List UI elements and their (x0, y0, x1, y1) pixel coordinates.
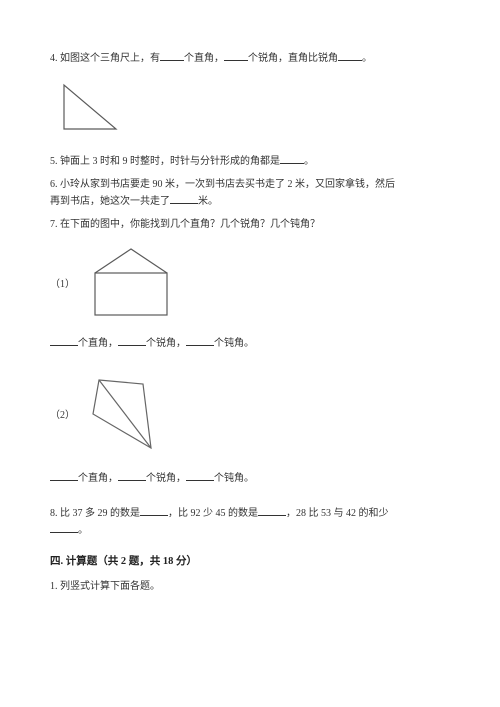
q4-text-d: 。 (362, 53, 372, 64)
q6-line1: 6. 小玲从家到书店要走 90 米，一次到书店去买书走了 2 米，又回家拿钱，然… (50, 179, 395, 190)
q8-c: ，28 比 53 与 42 的和少 (286, 508, 389, 519)
a2-blank-3 (186, 470, 214, 481)
q5-suffix: 。 (304, 156, 314, 167)
q6-blank (170, 193, 198, 204)
question-4: 4. 如图这个三角尺上，有 个直角， 个锐角，直角比锐角 。 (50, 50, 450, 67)
a1-blank-2 (118, 335, 146, 346)
figure-1-label: （1） (50, 275, 75, 290)
a2-text-a: 个直角， (78, 473, 118, 484)
a1-blank-3 (186, 335, 214, 346)
q6-line2a: 再到书店，她这次一共走了 (50, 196, 170, 207)
a1-blank-1 (50, 335, 78, 346)
calc-question-1: 1. 列竖式计算下面各题。 (50, 578, 450, 595)
q4-text-a: 4. 如图这个三角尺上，有 (50, 53, 160, 64)
figure-2-label: （2） (50, 406, 75, 421)
q8-blank-3 (50, 522, 78, 533)
a2-text-b: 个锐角， (146, 473, 186, 484)
q4-blank-1 (160, 50, 184, 61)
a1-text-a: 个直角， (78, 338, 118, 349)
question-5: 5. 钟面上 3 时和 9 时整时，时针与分针形成的角都是 。 (50, 153, 450, 170)
figure-1-row: （1） (50, 243, 450, 321)
q8-blank-2 (258, 505, 286, 516)
triangle-ruler-svg (56, 79, 126, 135)
question-8: 8. 比 37 多 29 的数是 ，比 92 少 45 的数是 ，28 比 53 与… (50, 505, 450, 539)
figure-2-svg (81, 370, 171, 456)
figure-triangle-ruler (56, 79, 450, 135)
section-4-title: 四. 计算题（共 2 题，共 18 分） (50, 553, 450, 568)
q5-text: 5. 钟面上 3 时和 9 时整时，时针与分针形成的角都是 (50, 156, 280, 167)
q4-blank-2 (224, 50, 248, 61)
q5-blank (280, 153, 304, 164)
figure-2-row: （2） (50, 370, 450, 456)
question-6: 6. 小玲从家到书店要走 90 米，一次到书店去买书走了 2 米，又回家拿钱，然… (50, 176, 450, 210)
figure-1-svg (81, 243, 181, 321)
a2-blank-1 (50, 470, 78, 481)
q4-text-c: 个锐角，直角比锐角 (248, 53, 338, 64)
q4-blank-3 (338, 50, 362, 61)
q6-line2b: 米。 (198, 196, 218, 207)
q8-a: 8. 比 37 多 29 的数是 (50, 508, 140, 519)
a2-blank-2 (118, 470, 146, 481)
q7-text: 7. 在下面的图中，你能找到几个直角？几个锐角？几个钝角？ (50, 219, 320, 230)
question-7: 7. 在下面的图中，你能找到几个直角？几个锐角？几个钝角？ (50, 216, 450, 233)
angles-line-1: 个直角， 个锐角， 个钝角。 (50, 335, 450, 352)
q8-b: ，比 92 少 45 的数是 (168, 508, 258, 519)
a2-text-c: 个钝角。 (214, 473, 254, 484)
angles-line-2: 个直角， 个锐角， 个钝角。 (50, 470, 450, 487)
q8-d: 。 (78, 525, 88, 536)
a1-text-c: 个钝角。 (214, 338, 254, 349)
q8-blank-1 (140, 505, 168, 516)
a1-text-b: 个锐角， (146, 338, 186, 349)
q4-text-b: 个直角， (184, 53, 224, 64)
